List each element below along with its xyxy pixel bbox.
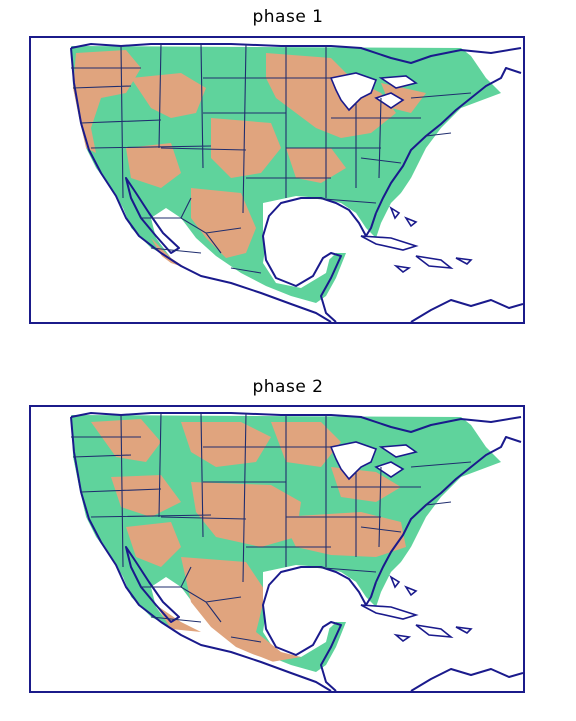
map-panel-phase-1	[29, 36, 525, 324]
panel-title-phase-1: phase 1	[252, 7, 324, 27]
south-america-coast	[410, 299, 523, 322]
coastline-west	[70, 416, 332, 691]
coastline-north	[70, 412, 522, 433]
state-borders	[71, 43, 472, 274]
great-lakes	[329, 441, 418, 481]
pacific-ocean	[31, 38, 331, 322]
coastline-gulf	[262, 566, 377, 691]
atlantic-ocean	[331, 497, 523, 691]
coastline-gulf	[262, 197, 377, 322]
anomaly-negative-regions	[73, 50, 426, 268]
south-america-coast	[410, 668, 523, 691]
panel-title-phase-2: phase 2	[252, 377, 324, 397]
coastline-north	[70, 43, 522, 64]
atlantic-ocean	[331, 128, 523, 322]
anomaly-negative-regions	[91, 419, 406, 662]
coastline-west	[70, 47, 332, 322]
great-lakes	[329, 72, 418, 112]
map-phase-1	[31, 38, 523, 322]
state-borders	[71, 412, 472, 643]
gulf-of-mexico	[263, 196, 363, 283]
caribbean-islands	[360, 575, 473, 643]
pacific-ocean	[31, 407, 331, 691]
map-panel-phase-2	[29, 405, 525, 693]
caribbean-islands	[360, 206, 473, 274]
coastline-east	[375, 436, 522, 583]
coastline-east	[375, 67, 522, 214]
gulf-of-mexico	[263, 565, 363, 652]
map-phase-2	[31, 407, 523, 691]
